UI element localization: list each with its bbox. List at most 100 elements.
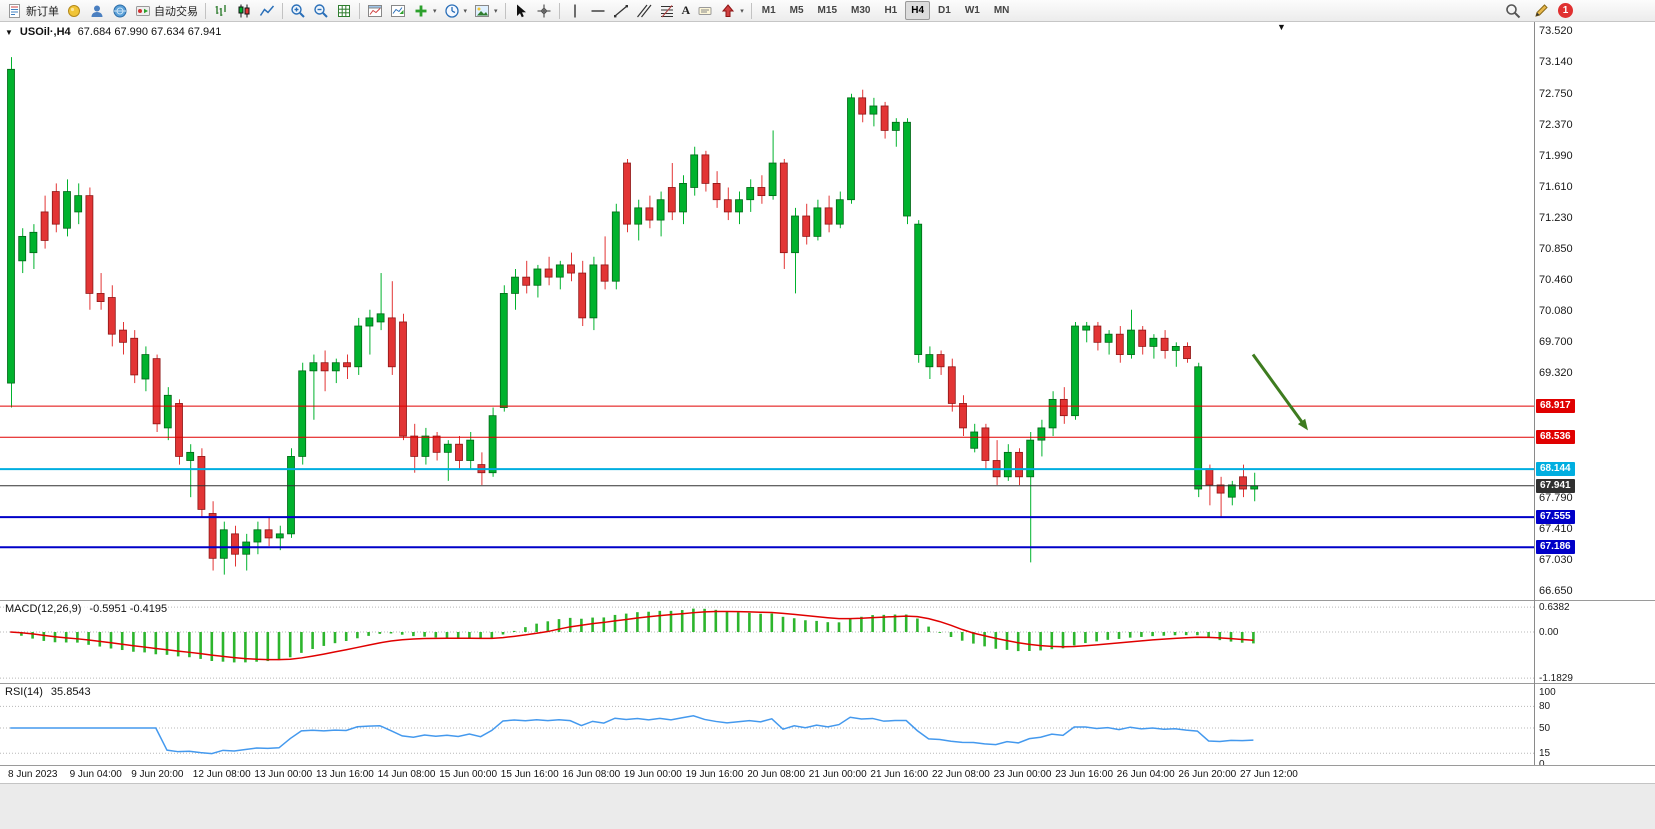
macd-values: -0.5951 -0.4195 [89,603,168,615]
line-chart-button[interactable] [256,1,278,21]
grid-icon [338,4,350,17]
candle-body [1127,329,1135,355]
candle-body [757,187,766,197]
candle-body [208,513,217,559]
window-bottom-strip [0,783,1655,829]
cursor-button[interactable] [510,1,532,21]
time-axis-label: 19 Jun 16:00 [685,769,744,780]
arrow-shape-icon [722,3,735,17]
toolbar-right-group: 1 [1502,1,1573,21]
timeframe-button-M15[interactable]: M15 [812,1,843,20]
rsi-axis-label: 80 [1539,701,1551,713]
price-axis-label: 71.990 [1539,149,1573,162]
add-indicator-button[interactable]: ▾ [410,1,440,21]
annotation-arrow[interactable] [1251,353,1305,425]
time-axis-label: 22 Jun 08:00 [932,769,990,780]
candle-body [1138,329,1147,347]
timeframe-button-H4[interactable]: H4 [905,1,931,20]
timeframe-button-H1[interactable]: H1 [878,1,903,20]
candle-body [466,439,475,461]
search-button[interactable] [1502,1,1524,21]
crosshair-button[interactable] [533,1,555,21]
bar-chart-icon [215,4,226,16]
alerts-button[interactable] [63,1,85,21]
edit-button[interactable] [1530,1,1552,21]
time-axis-label: 27 Jun 12:00 [1240,769,1298,780]
clock-icon [444,3,459,18]
auto-trading-button[interactable]: 自动交易 [132,1,201,21]
timeframe-button-W1[interactable]: W1 [959,1,986,20]
candle-body [712,183,721,201]
time-axis-label: 8 Jun 2023 [8,769,58,780]
new-chart-window-button[interactable] [364,1,386,21]
label-tool-button[interactable] [694,1,716,21]
template-button[interactable]: ▾ [471,1,501,21]
candle-body [623,162,631,225]
time-axis-label: 14 Jun 08:00 [377,769,436,780]
symbol-marker-icon: ▼ [5,27,13,37]
price-axis-label: 73.520 [1539,25,1573,37]
candle-body [645,207,654,221]
timeframe-button-M1[interactable]: M1 [756,1,782,20]
time-axis-label: 15 Jun 16:00 [500,769,559,780]
shapes-tool-button[interactable]: ▾ [717,1,747,21]
zoom-out-button[interactable] [310,1,332,21]
candlestick-chart[interactable] [0,22,1534,600]
candle-body [959,403,967,429]
text-tool-button[interactable]: A [679,1,694,21]
notification-badge[interactable]: 1 [1558,3,1573,18]
candle-body [197,456,206,510]
timeframe-button-D1[interactable]: D1 [932,1,957,20]
time-axis-label: 13 Jun 16:00 [316,769,374,780]
new-order-button[interactable]: 新订单 [4,1,62,21]
candle-body [1250,485,1259,490]
trendline-tool-button[interactable] [610,1,632,21]
candle-body [544,268,553,278]
time-axis-label: 20 Jun 08:00 [747,769,806,780]
timeframe-button-M30[interactable]: M30 [845,1,876,20]
vertical-line-tool-button[interactable] [564,1,586,21]
time-axis-label: 9 Jun 04:00 [69,769,122,780]
main-chart-area[interactable]: ▼ USOil·,H4 67.684 67.990 67.634 67.941 … [0,22,1655,600]
candle-body [634,207,643,225]
candle-body [970,431,979,449]
horizontal-line-tool-button[interactable] [587,1,609,21]
candle-body [152,358,161,425]
grid-button[interactable] [333,1,355,21]
candle-body [746,187,755,201]
community-button[interactable] [109,1,131,21]
profile-button[interactable] [86,1,108,21]
fibonacci-tool-button[interactable] [656,1,678,21]
zoom-in-button[interactable] [287,1,309,21]
time-axis-label: 21 Jun 00:00 [808,769,867,780]
scroll-to-end-icon[interactable]: ▼ [1277,22,1286,32]
timeframe-button-M5[interactable]: M5 [784,1,810,20]
chart-shift-button[interactable] [387,1,409,21]
candlestick-chart-button[interactable] [233,1,255,21]
candle-body [735,199,743,213]
price-axis-label: 72.750 [1539,87,1573,100]
cursor-icon [516,4,526,17]
candle-body [1037,427,1046,441]
candle-body [51,191,60,225]
candle-body [723,199,732,213]
chart-window-icon [368,4,382,17]
trendline-icon [613,4,628,17]
candle-body [1227,484,1236,498]
horizontal-line-icon [591,9,605,12]
channel-tool-button[interactable] [633,1,655,21]
candle-body [1205,468,1214,486]
time-axis-label: 9 Jun 20:00 [131,769,184,780]
candle-body [96,293,105,302]
price-badge-68.144: 68.144 [1536,462,1575,477]
candle-body [309,362,318,372]
toolbar-separator [282,2,283,19]
timeframe-button-MN[interactable]: MN [988,1,1016,20]
new-order-icon [9,3,20,18]
candle-body [163,394,172,429]
candle-body [925,354,934,368]
candle-body [533,268,542,286]
period-selector-button[interactable]: ▾ [441,1,471,21]
rsi-axis-label: 0 [1539,759,1545,770]
bar-chart-button[interactable] [210,1,232,21]
